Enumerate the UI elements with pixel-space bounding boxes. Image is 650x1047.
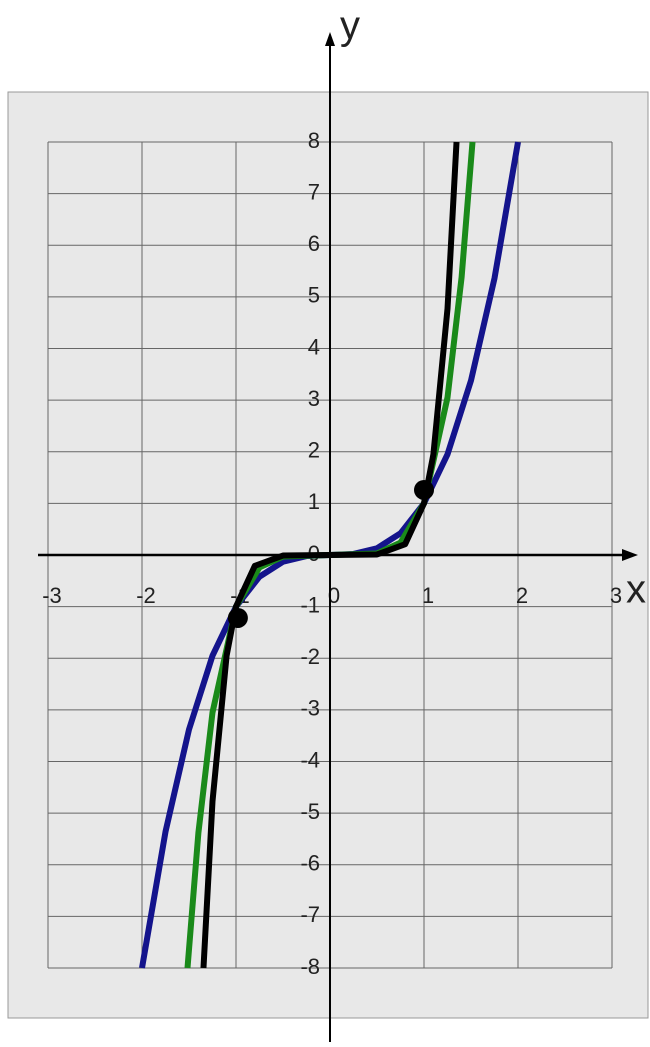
x-tick-label: 3: [610, 583, 622, 608]
x-tick-label: -2: [136, 583, 156, 608]
y-tick-label: -5: [300, 799, 320, 824]
point: [414, 479, 434, 500]
x-tick-label: -3: [42, 583, 62, 608]
y-tick-label: 6: [308, 231, 320, 256]
point: [227, 607, 248, 628]
x-axis-label: x: [626, 568, 646, 612]
y-tick-label: -4: [300, 747, 320, 772]
y-tick-label: 1: [308, 489, 320, 514]
y-tick-label: -2: [300, 644, 320, 669]
y-tick-label: 4: [308, 334, 320, 359]
y-tick-label: 2: [308, 438, 320, 463]
y-tick-label: -3: [300, 696, 320, 721]
y-axis-label: y: [340, 4, 360, 48]
y-tick-label: 7: [308, 179, 320, 204]
y-tick-label: 3: [308, 386, 320, 411]
x-tick-label: 2: [516, 583, 528, 608]
y-tick-label: -6: [300, 851, 320, 876]
y-tick-label: -7: [300, 902, 320, 927]
y-axis-arrow: [325, 32, 335, 46]
y-tick-label: -1: [300, 592, 320, 617]
x-tick-label: 1: [422, 583, 434, 608]
y-tick-label: 5: [308, 283, 320, 308]
x-axis-arrow: [622, 549, 638, 561]
y-tick-label: 8: [308, 128, 320, 153]
y-tick-label: -8: [300, 954, 320, 979]
curve: [200, 141, 460, 969]
